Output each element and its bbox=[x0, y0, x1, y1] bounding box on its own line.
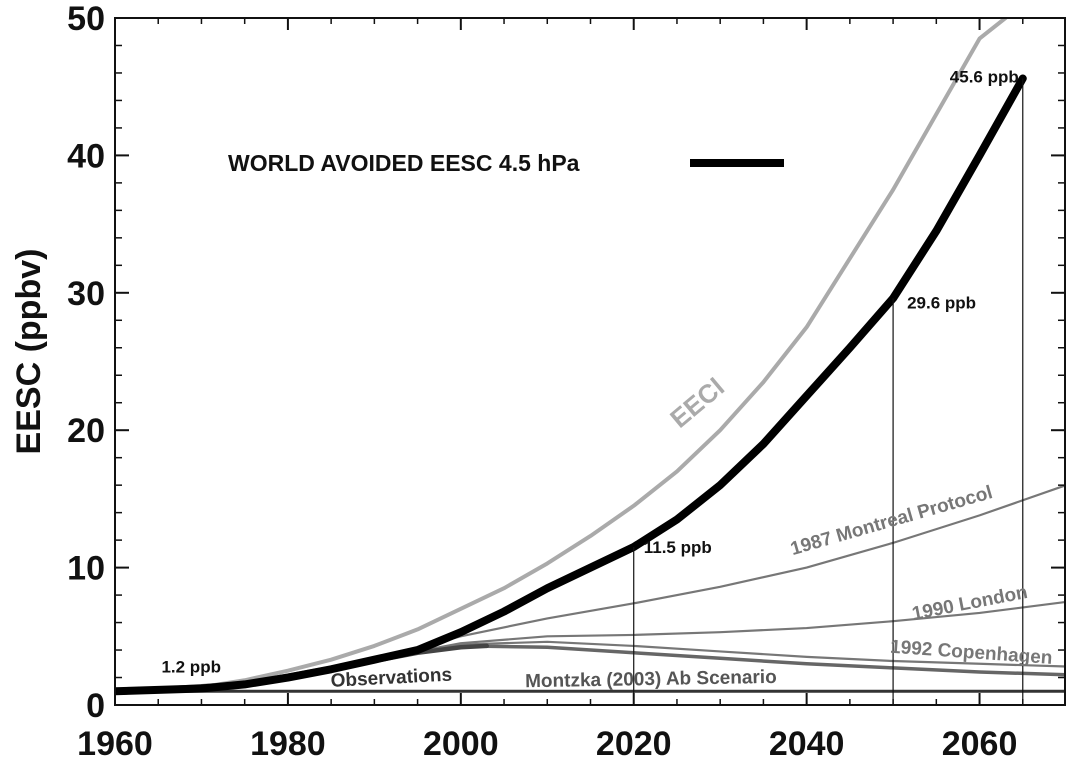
y-tick-label: 0 bbox=[86, 687, 105, 725]
axis-ticks-group: 1960 1980 2000 2020 2040 2060 0 10 20 30 40 50 bbox=[67, 0, 1066, 763]
value-annotation: 45.6 ppb bbox=[950, 67, 1019, 86]
x-tick-label: 1960 bbox=[77, 725, 153, 763]
x-tick-label: 2040 bbox=[769, 725, 845, 763]
x-tick-label: 2020 bbox=[596, 725, 672, 763]
y-tick-label: 20 bbox=[67, 412, 105, 450]
series-line-eecl bbox=[115, 18, 1008, 694]
y-tick-label: 10 bbox=[67, 550, 105, 588]
y-tick-label: 30 bbox=[67, 275, 105, 313]
x-tick-label: 2000 bbox=[423, 725, 499, 763]
y-axis-label: EESC (ppbv) bbox=[10, 249, 48, 455]
value-annotation: 29.6 ppb bbox=[907, 293, 976, 312]
series-line-world-avoided-eesc-4-5-hpa bbox=[115, 74, 1027, 696]
droplines-group bbox=[633, 78, 1024, 705]
legend: WORLD AVOIDED EESC 4.5 hPa bbox=[228, 150, 784, 176]
x-tick-label: 1980 bbox=[250, 725, 326, 763]
y-tick-label: 50 bbox=[67, 0, 105, 38]
x-tick-label: 2060 bbox=[942, 725, 1018, 763]
value-annotation: 11.5 ppb bbox=[644, 538, 712, 557]
value-annotation: 1.2 ppb bbox=[161, 658, 221, 677]
legend-label: WORLD AVOIDED EESC 4.5 hPa bbox=[228, 150, 580, 176]
annotations-group: 1.2 ppb 11.5 ppb 29.6 ppb 45.6 ppb bbox=[161, 67, 1018, 676]
curve-label-montzka-2003-ab-scenario: Montzka (2003) Ab Scenario bbox=[525, 667, 777, 692]
y-tick-label: 40 bbox=[67, 137, 105, 175]
